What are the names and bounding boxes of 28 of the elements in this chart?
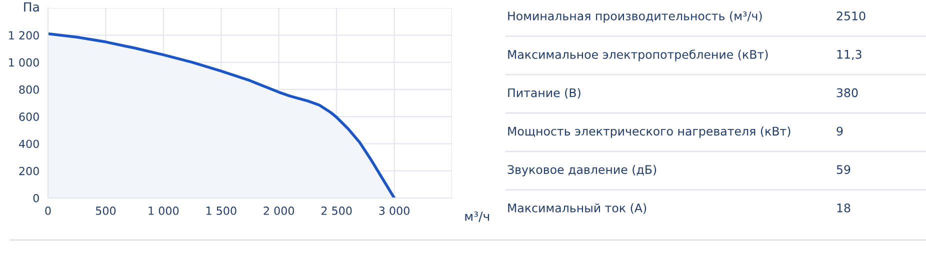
x-tick-label: 2 500 <box>321 206 352 215</box>
text: 18 <box>837 203 850 212</box>
x-axis-title: м³/ч <box>465 212 490 222</box>
category-label: Максимальное электропотребление (кВт) <box>508 50 768 62</box>
y-axis-title: Па <box>24 2 39 12</box>
x-tick-label: 2 000 <box>264 206 294 215</box>
category-label: Номинальная производительность (м³/ч) <box>508 11 762 23</box>
text: 59 <box>836 165 850 174</box>
y-tick-label: 800 <box>19 85 39 94</box>
x-tick-label: 500 <box>96 206 116 215</box>
y-tick-label: 600 <box>19 112 39 121</box>
category-label: Мощность электрического нагревателя (кВт) <box>508 126 790 138</box>
category-label: Максимальный ток (А) <box>508 203 646 214</box>
y-tick-label: 1 000 <box>9 58 39 67</box>
category-label: Питание (В) <box>508 88 580 99</box>
text: 11,3 <box>837 50 862 60</box>
text: 9 <box>836 126 843 136</box>
text: 2510 <box>836 11 866 20</box>
y-tick-label: 400 <box>19 140 39 148</box>
category-label: Звуковое давление (дБ) <box>508 164 656 176</box>
x-tick-label: 0 <box>45 206 51 215</box>
x-tick-label: 1 000 <box>148 206 179 215</box>
x-tick-label: 3 000 <box>379 206 410 215</box>
y-tick-label: 200 <box>19 166 39 176</box>
y-tick-label: 1 200 <box>9 31 39 40</box>
x-tick-label: 1 500 <box>206 206 236 215</box>
y-tick-label: 0 <box>33 194 39 202</box>
text: 380 <box>836 88 858 98</box>
